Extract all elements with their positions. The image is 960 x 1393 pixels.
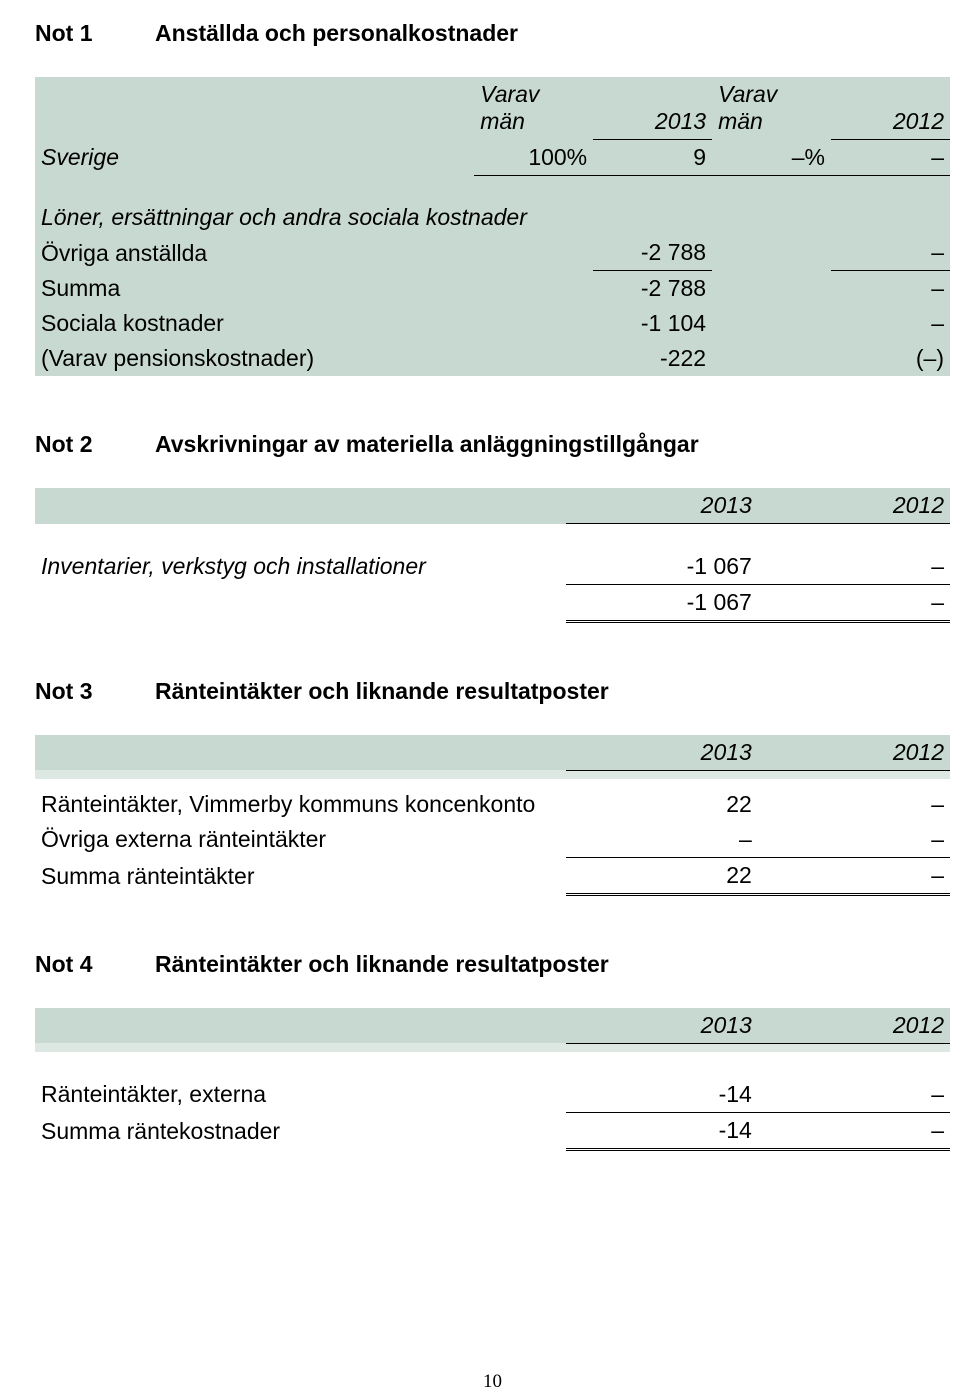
cell: -1 067 xyxy=(566,549,758,585)
cell: – xyxy=(566,822,758,858)
cell: -14 xyxy=(566,1077,758,1113)
note4-row-2: Summa räntekostnader -14 – xyxy=(35,1112,950,1149)
note2-row-tot: -1 067 – xyxy=(35,584,950,621)
table-row xyxy=(35,770,950,779)
note1-row-sverige: Sverige 100% 9 –% – xyxy=(35,139,950,175)
cell: (Varav pensionskostnader) xyxy=(35,341,474,376)
note1-h3a: Varav xyxy=(718,81,777,107)
cell: 2013 xyxy=(566,488,758,524)
cell: -1 104 xyxy=(593,306,712,341)
note3-row-3: Summa ränteintäkter 22 – xyxy=(35,857,950,894)
cell: – xyxy=(758,822,950,858)
note3-header-row: 2013 2012 xyxy=(35,735,950,771)
cell: – xyxy=(758,857,950,894)
note2-header-row: 2013 2012 xyxy=(35,488,950,524)
note1-title: Anställda och personalkostnader xyxy=(155,20,518,47)
note1-row-summa: Summa -2 788 – xyxy=(35,271,950,307)
note1-h3b: män xyxy=(718,108,763,134)
table-row xyxy=(35,1052,950,1077)
note3-heading: Not 3 Ränteintäkter och liknande resulta… xyxy=(35,678,950,705)
cell: Övriga anställda xyxy=(35,235,474,271)
document-page: Not 1 Anställda och personalkostnader Va… xyxy=(0,0,960,1393)
note1-h2: 2013 xyxy=(655,108,706,134)
note3-row-1: Ränteintäkter, Vimmerby kommuns koncenko… xyxy=(35,787,950,822)
note1-table: Varav män 2013 Varav män 2012 Sverige 10… xyxy=(35,77,950,376)
cell: Löner, ersättningar och andra sociala ko… xyxy=(35,200,950,235)
note4-table: 2013 2012 Ränteintäkter, externa -14 – S… xyxy=(35,1008,950,1151)
note4-title: Ränteintäkter och liknande resultatposte… xyxy=(155,951,609,978)
cell: Övriga externa ränteintäkter xyxy=(35,822,566,858)
note4-header-row: 2013 2012 xyxy=(35,1008,950,1044)
cell: 2013 xyxy=(566,735,758,771)
cell: 100% xyxy=(474,139,593,175)
cell: -1 067 xyxy=(566,584,758,621)
cell: 2012 xyxy=(758,1008,950,1044)
cell: Inventarier, verkstyg och installationer xyxy=(35,549,566,585)
note1-header-row: Varav män 2013 Varav män 2012 xyxy=(35,77,950,139)
note3-table: 2013 2012 Ränteintäkter, Vimmerby kommun… xyxy=(35,735,950,896)
cell: (–) xyxy=(831,341,950,376)
page-number: 10 xyxy=(35,1371,950,1393)
cell: – xyxy=(758,549,950,585)
note3-title: Ränteintäkter och liknande resultatposte… xyxy=(155,678,609,705)
table-row xyxy=(35,779,950,787)
cell: 2013 xyxy=(566,1008,758,1044)
cell: Summa ränteintäkter xyxy=(35,857,566,894)
table-row xyxy=(35,1043,950,1052)
note1-row-sociala: Sociala kostnader -1 104 – xyxy=(35,306,950,341)
cell: – xyxy=(758,1077,950,1113)
note2-row-inv: Inventarier, verkstyg och installationer… xyxy=(35,549,950,585)
note1-num: Not 1 xyxy=(35,20,105,47)
note3-num: Not 3 xyxy=(35,678,105,705)
note4-row-1: Ränteintäkter, externa -14 – xyxy=(35,1077,950,1113)
cell: 9 xyxy=(593,139,712,175)
cell: – xyxy=(758,584,950,621)
table-row xyxy=(35,524,950,549)
cell: -2 788 xyxy=(593,235,712,271)
note1-h1b: män xyxy=(480,108,525,134)
cell: 2012 xyxy=(758,735,950,771)
cell: – xyxy=(831,235,950,271)
note3-row-2: Övriga externa ränteintäkter – – xyxy=(35,822,950,858)
cell: 22 xyxy=(566,787,758,822)
cell: -2 788 xyxy=(593,271,712,307)
cell: Sverige xyxy=(35,139,474,175)
cell: Summa räntekostnader xyxy=(35,1112,566,1149)
note1-row-ovriga: Övriga anställda -2 788 – xyxy=(35,235,950,271)
note1-row-pension: (Varav pensionskostnader) -222 (–) xyxy=(35,341,950,376)
note2-num: Not 2 xyxy=(35,431,105,458)
cell: – xyxy=(831,306,950,341)
note2-heading: Not 2 Avskrivningar av materiella anlägg… xyxy=(35,431,950,458)
note1-h1a: Varav xyxy=(480,81,539,107)
cell: Ränteintäkter, externa xyxy=(35,1077,566,1113)
cell: Summa xyxy=(35,271,474,307)
cell: 22 xyxy=(566,857,758,894)
cell: -14 xyxy=(566,1112,758,1149)
cell: Ränteintäkter, Vimmerby kommuns koncenko… xyxy=(35,787,566,822)
note4-num: Not 4 xyxy=(35,951,105,978)
cell: – xyxy=(758,1112,950,1149)
cell: Sociala kostnader xyxy=(35,306,474,341)
note4-heading: Not 4 Ränteintäkter och liknande resulta… xyxy=(35,951,950,978)
cell: 2012 xyxy=(758,488,950,524)
cell: – xyxy=(831,139,950,175)
note2-title: Avskrivningar av materiella anläggningst… xyxy=(155,431,699,458)
cell: – xyxy=(831,271,950,307)
note1-heading: Not 1 Anställda och personalkostnader xyxy=(35,20,950,47)
cell: -222 xyxy=(593,341,712,376)
note2-table: 2013 2012 Inventarier, verkstyg och inst… xyxy=(35,488,950,623)
cell: – xyxy=(758,787,950,822)
note1-row-subhead: Löner, ersättningar och andra sociala ko… xyxy=(35,200,950,235)
table-row xyxy=(35,175,950,200)
note1-h4: 2012 xyxy=(893,108,944,134)
cell: –% xyxy=(712,139,831,175)
